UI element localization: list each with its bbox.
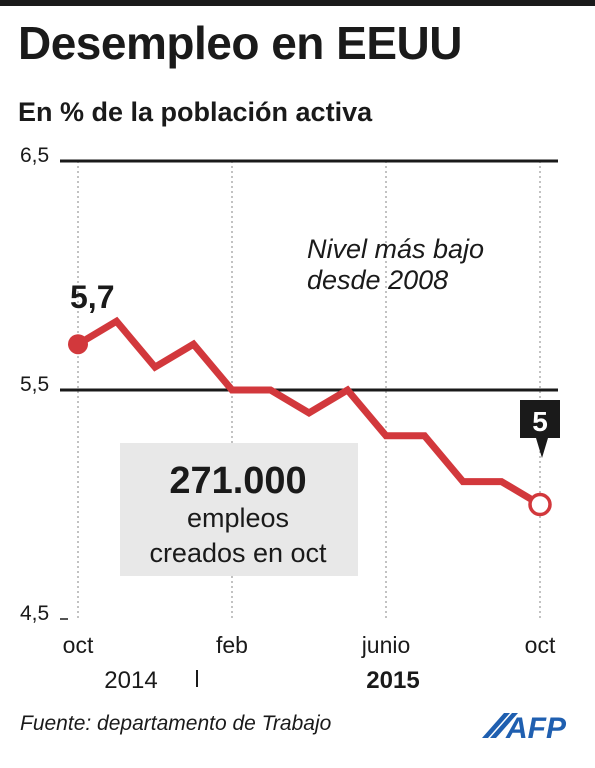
x-tick-label-2: junio	[361, 632, 411, 658]
source-note: Fuente: departamento de Trabajo	[20, 712, 332, 735]
annotation-line-1: Nivel más bajo	[307, 234, 484, 264]
afp-logo-text: AFP	[505, 712, 567, 745]
annotation-line-2: desde 2008	[307, 265, 448, 295]
end-marker	[528, 492, 552, 517]
start-marker	[68, 334, 88, 355]
x-tick-label-0: oct	[63, 632, 94, 658]
chart-subtitle: En % de la población activa	[18, 97, 373, 127]
year-label-2015: 2015	[366, 667, 419, 694]
end-value-box	[520, 400, 560, 458]
jobs-callout-line2: creados en oct	[149, 538, 327, 568]
jobs-callout-number: 271.000	[169, 460, 306, 502]
end-value-label: 5	[532, 406, 548, 437]
afp-logo: AFP	[482, 712, 567, 745]
y-tick-label-0: 6,5	[20, 144, 49, 167]
y-tick-label-2: 4,5	[20, 602, 49, 625]
y-tick-label-1: 5,5	[20, 373, 49, 396]
chart-title: Desempleo en EEUU	[18, 17, 462, 69]
x-tick-label-1: feb	[216, 632, 248, 658]
jobs-callout-box	[120, 443, 358, 576]
top-rule	[0, 0, 595, 6]
start-value-label: 5,7	[70, 279, 114, 315]
year-label-2014: 2014	[104, 667, 157, 694]
jobs-callout-line1: empleos	[187, 503, 289, 533]
x-tick-label-3: oct	[525, 632, 556, 658]
